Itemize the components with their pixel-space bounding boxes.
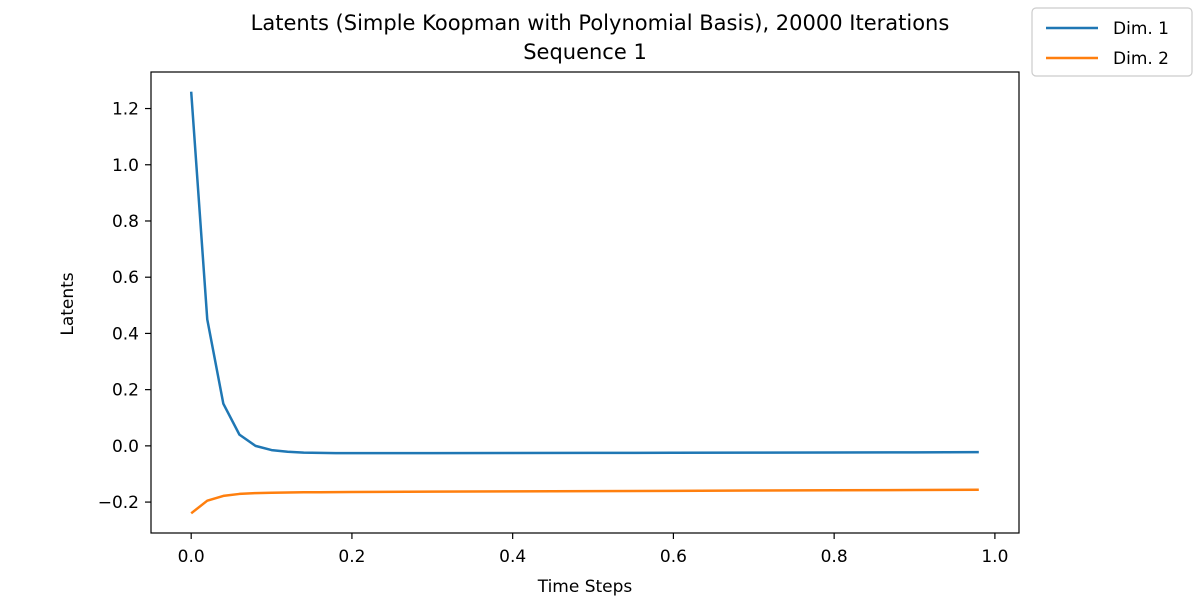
y-tick-label: −0.2 [98, 493, 139, 513]
x-tick-label: 0.0 [178, 547, 205, 567]
x-axis-label: Time Steps [537, 577, 633, 597]
x-tick-label: 0.8 [821, 547, 848, 567]
y-tick-label: 0.6 [112, 268, 139, 288]
chart-title: Latents (Simple Koopman with Polynomial … [251, 11, 950, 35]
chart-subtitle: Sequence 1 [523, 40, 647, 64]
legend[interactable]: Dim. 1 Dim. 2 [1031, 7, 1193, 77]
y-axis-label: Latents [58, 272, 78, 335]
y-tick-label: 0.4 [112, 324, 139, 344]
y-tick-label: 0.0 [112, 437, 139, 457]
series-line-dim-1 [189, 91, 979, 455]
plot-frame [150, 71, 1020, 534]
series-layer [189, 91, 979, 515]
x-tick-label: 0.4 [499, 547, 526, 567]
axis-ticks: 0.0 0.2 0.4 0.6 0.8 1.0 −0.2 0.0 0.2 0.4 0.6 0.8 1.0… [98, 100, 1009, 567]
x-tick-label: 0.6 [660, 547, 687, 567]
x-tick-label: 0.2 [338, 547, 365, 567]
y-tick-label: 0.2 [112, 381, 139, 401]
legend-label-dim-2: Dim. 2 [1113, 49, 1169, 69]
y-tick-label: 1.2 [112, 100, 139, 120]
x-tick-label: 1.0 [981, 547, 1008, 567]
series-line-dim-2 [190, 488, 979, 515]
y-tick-label: 0.8 [112, 212, 139, 232]
legend-label-dim-1: Dim. 1 [1113, 19, 1169, 39]
y-tick-label: 1.0 [112, 156, 139, 176]
